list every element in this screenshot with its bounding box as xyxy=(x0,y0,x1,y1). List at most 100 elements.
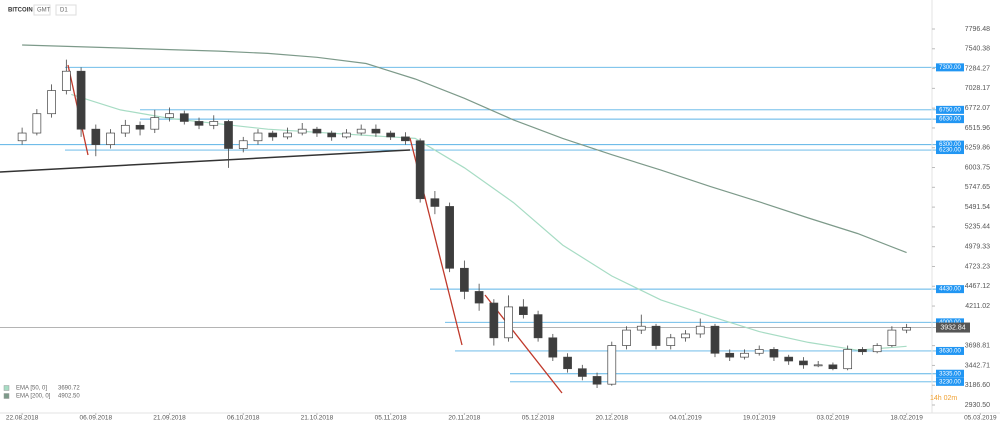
candle-body xyxy=(577,368,587,377)
x-tick-label: 22.08.2018 xyxy=(6,415,39,422)
level-label: 7300.00 xyxy=(939,65,961,71)
y-tick-label: 5235.44 xyxy=(965,224,990,231)
candle-body xyxy=(224,121,233,149)
candle-body xyxy=(401,136,410,142)
legend-value: 4902.50 xyxy=(58,394,80,400)
x-tick-label: 06.09.2018 xyxy=(80,415,113,422)
candle-body xyxy=(784,356,794,362)
candle-body xyxy=(47,90,56,115)
candle-body xyxy=(312,128,322,134)
candle-body xyxy=(209,121,219,126)
y-tick-label: 6515.96 xyxy=(965,125,990,132)
candle-body xyxy=(76,70,86,130)
candle-body xyxy=(297,128,307,134)
candle-body xyxy=(120,124,130,134)
candle-body xyxy=(902,327,911,331)
x-tick-label: 05.11.2018 xyxy=(375,415,407,422)
candle-body xyxy=(253,132,263,142)
candle-body xyxy=(179,113,189,122)
level-label: 3335.00 xyxy=(939,371,961,377)
candle-body xyxy=(651,325,661,346)
ema-line xyxy=(71,93,907,351)
y-tick-label: 4211.02 xyxy=(965,303,990,310)
x-tick-label: 03.02.2019 xyxy=(817,415,850,422)
y-tick-label: 6003.75 xyxy=(965,164,990,171)
x-tick-label: 20.11.2018 xyxy=(448,415,480,422)
y-tick-label: 7540.38 xyxy=(965,46,990,53)
x-tick-label: 18.02.2019 xyxy=(890,415,923,422)
y-tick-label: 6259.86 xyxy=(965,145,990,152)
candle-body xyxy=(548,337,558,358)
x-tick-label: 05.12.2018 xyxy=(522,415,555,422)
level-label: 6630.00 xyxy=(939,117,961,123)
level-label: 6300.00 xyxy=(939,142,961,148)
legend-swatch xyxy=(3,393,10,399)
y-tick-label: 7796.48 xyxy=(965,26,990,33)
candle-body xyxy=(327,132,337,138)
x-tick-label: 04.01.2019 xyxy=(669,415,702,422)
legend-value: 3690.72 xyxy=(58,386,80,392)
candle-body xyxy=(342,132,351,138)
level-label-box xyxy=(936,105,964,114)
y-tick-label: 3186.60 xyxy=(965,382,990,389)
level-label-box xyxy=(936,346,964,355)
x-tick-label: 20.12.2018 xyxy=(596,415,629,422)
legend-name: EMA [200, 0] xyxy=(16,394,51,400)
candle-body xyxy=(695,325,705,335)
timeframe[interactable]: D1 xyxy=(60,8,68,14)
candle-body xyxy=(533,314,543,339)
candle-body xyxy=(622,329,631,346)
timeframe-box[interactable] xyxy=(55,4,77,16)
candle-body xyxy=(636,325,646,331)
candle-body xyxy=(474,291,484,304)
candle-body xyxy=(592,376,602,385)
candle-body xyxy=(415,140,425,200)
candle-body xyxy=(268,132,278,138)
level-label-box xyxy=(936,318,964,327)
ema-lines xyxy=(22,44,907,351)
x-tick-label: 05.03.2019 xyxy=(964,415,997,422)
ema-line xyxy=(22,44,907,254)
candle-body xyxy=(91,128,101,145)
candle-body xyxy=(504,306,513,339)
candle-body xyxy=(32,113,42,134)
candle-body xyxy=(740,352,749,358)
x-tick-label: 19.01.2019 xyxy=(743,415,776,422)
candle-body xyxy=(607,345,617,385)
symbol: BITCOIN xyxy=(8,8,33,14)
timezone[interactable]: GMT xyxy=(37,8,51,14)
level-label-box xyxy=(936,146,964,155)
candle-body xyxy=(460,267,469,292)
candle-body xyxy=(489,302,499,339)
level-label-box xyxy=(936,140,964,149)
level-label: 4430.00 xyxy=(939,287,961,293)
candle-body xyxy=(666,337,676,346)
candle-body xyxy=(371,128,381,134)
y-tick-label: 4723.23 xyxy=(965,263,990,270)
candle-body xyxy=(386,132,396,138)
legend-swatch xyxy=(3,385,10,391)
candle-body xyxy=(843,349,853,370)
y-tick-label: 3698.81 xyxy=(965,342,990,349)
candle-body xyxy=(150,117,160,130)
level-label: 6230.00 xyxy=(939,148,961,154)
y-tick-label: 5747.65 xyxy=(965,184,990,191)
candle-body xyxy=(872,345,882,353)
candle-body xyxy=(887,329,897,346)
candle-body xyxy=(563,356,572,370)
level-label-box xyxy=(936,285,964,294)
timezone-box[interactable] xyxy=(33,4,51,16)
y-tick-label: 2930.50 xyxy=(965,402,990,409)
candle-body xyxy=(769,349,779,358)
y-tick-label: 6772.07 xyxy=(965,105,990,112)
level-label: 6750.00 xyxy=(939,107,961,113)
candle-body xyxy=(445,206,454,269)
candle-body xyxy=(858,349,867,353)
candle-body xyxy=(17,132,27,142)
candle-body xyxy=(430,198,440,207)
candle-body xyxy=(813,364,823,367)
x-tick-label: 21.10.2018 xyxy=(301,415,334,422)
